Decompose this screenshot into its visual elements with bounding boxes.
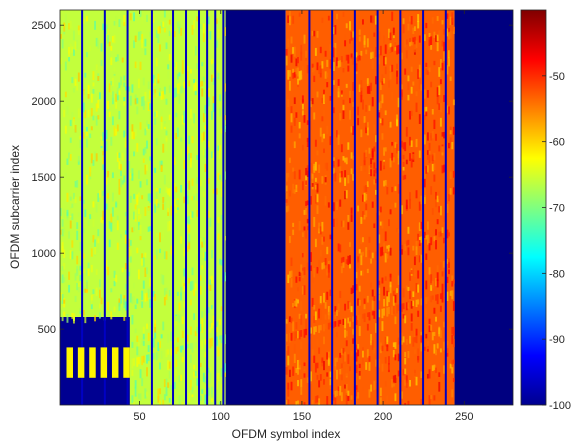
null-symbol: [214, 10, 217, 405]
null-symbol: [81, 10, 84, 405]
x-tick-label: 150: [293, 411, 311, 423]
x-tick-label: 200: [374, 411, 392, 423]
colorbar-axis: -50 -60 -70 -80 -90 -100: [542, 71, 571, 412]
x-tick-label: 100: [212, 411, 230, 423]
region-empty-gap: [225, 10, 286, 405]
pilot-block: [100, 347, 108, 378]
null-symbol: [172, 10, 175, 405]
x-tick-label: 50: [133, 411, 145, 423]
colorbar-tick-label: -70: [549, 203, 565, 215]
null-symbol: [185, 10, 188, 405]
pilot-block: [111, 347, 119, 378]
null-symbol: [198, 10, 201, 405]
y-tick-label: 2000: [32, 96, 56, 108]
null-symbol: [444, 10, 447, 405]
region-empty-tail: [454, 10, 513, 405]
colorbar-tick-label: -100: [549, 400, 571, 412]
heatmap-plot-area: [60, 10, 513, 405]
x-axis: 50 100 150 200 250: [133, 10, 473, 423]
texture-active-low: [60, 10, 226, 405]
y-tick-label: 500: [38, 324, 56, 336]
plot-frame: [59, 9, 514, 406]
null-symbol: [126, 10, 129, 405]
pilot-block: [123, 347, 130, 378]
colorbar-tick-label: -90: [549, 334, 565, 346]
x-axis-label: OFDM symbol index: [232, 427, 341, 441]
y-tick-label: 1500: [32, 172, 56, 184]
y-tick-label: 2500: [32, 20, 56, 32]
y-axis-label: OFDM subcarrier index: [8, 145, 22, 269]
pilot-block: [77, 347, 85, 378]
colorbar-tick-label: -60: [549, 137, 565, 149]
null-symbol: [150, 10, 153, 405]
null-symbol: [222, 10, 225, 405]
x-tick-label: 250: [455, 411, 473, 423]
colorbar: [520, 9, 547, 406]
pilot-block: [66, 347, 73, 378]
null-symbol: [422, 10, 425, 405]
y-axis: 500 1000 1500 2000 2500: [32, 20, 513, 336]
null-symbol: [308, 10, 311, 405]
y-tick-label: 1000: [32, 248, 56, 260]
null-symbol: [103, 10, 106, 405]
null-symbol: [353, 10, 356, 405]
null-symbol: [376, 10, 379, 405]
colorbar-tick-label: -50: [549, 71, 565, 83]
null-symbol: [331, 10, 334, 405]
null-symbol: [206, 10, 209, 405]
pilot-block: [89, 347, 96, 378]
colorbar-tick-label: -80: [549, 268, 565, 280]
null-symbol: [399, 10, 402, 405]
